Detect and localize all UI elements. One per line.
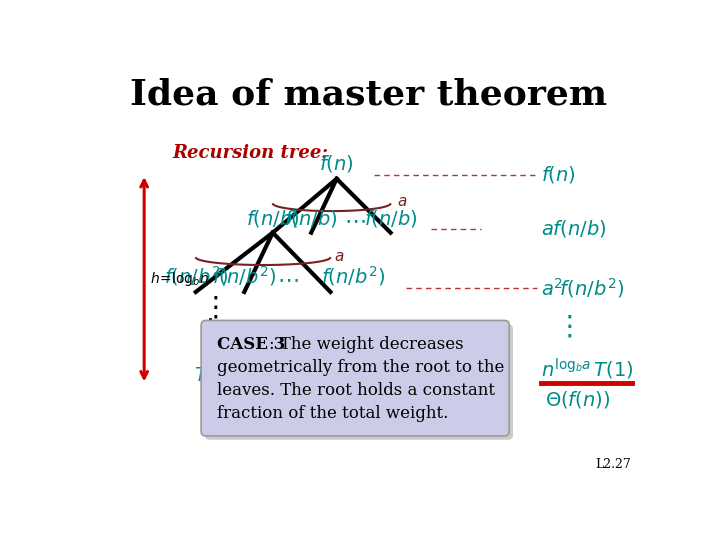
Text: CASE 3: CASE 3 [217,336,285,353]
Text: $\vdots$: $\vdots$ [555,313,572,340]
Text: fraction of the total weight.: fraction of the total weight. [217,405,448,422]
Text: $a$: $a$ [333,251,344,264]
Text: $a^2\!f(n/b^2)$: $a^2\!f(n/b^2)$ [541,276,624,300]
Text: $f(n)$: $f(n)$ [541,164,575,185]
Text: $f(n/b)$: $f(n/b)$ [284,208,338,229]
Text: $f(n)$: $f(n)$ [319,153,354,174]
Text: $T(1)$: $T(1)$ [194,364,233,385]
Text: $f(n/b^2)$: $f(n/b^2)$ [212,264,276,288]
Text: $a$: $a$ [397,195,407,209]
Text: $af(n/b)$: $af(n/b)$ [541,218,606,239]
FancyBboxPatch shape [201,320,509,436]
Text: $\vdots$: $\vdots$ [201,295,218,322]
Text: geometrically from the root to the: geometrically from the root to the [217,359,504,376]
Text: $h\!=\!\log_b\! n$: $h\!=\!\log_b\! n$ [150,270,210,288]
Text: $f(n/b^2)$: $f(n/b^2)$ [163,264,228,288]
Text: L2.27: L2.27 [595,458,631,471]
Text: $f(n/b)$: $f(n/b)$ [364,208,418,229]
Text: Recursion tree:: Recursion tree: [173,144,328,163]
FancyBboxPatch shape [205,325,513,440]
Text: Idea of master theorem: Idea of master theorem [130,77,608,111]
Text: : The weight decreases: : The weight decreases [269,336,464,353]
Text: $n^{\log_b\!a}\,T(1)$: $n^{\log_b\!a}\,T(1)$ [541,356,634,382]
Text: $f(n/b)$: $f(n/b)$ [246,208,300,229]
Text: leaves. The root holds a constant: leaves. The root holds a constant [217,382,495,399]
Text: $\cdots$: $\cdots$ [276,268,298,291]
Text: $\Theta(f(n))$: $\Theta(f(n))$ [544,389,610,410]
Text: $\cdots$: $\cdots$ [343,209,365,231]
Text: $f(n/b^2)$: $f(n/b^2)$ [321,264,386,288]
